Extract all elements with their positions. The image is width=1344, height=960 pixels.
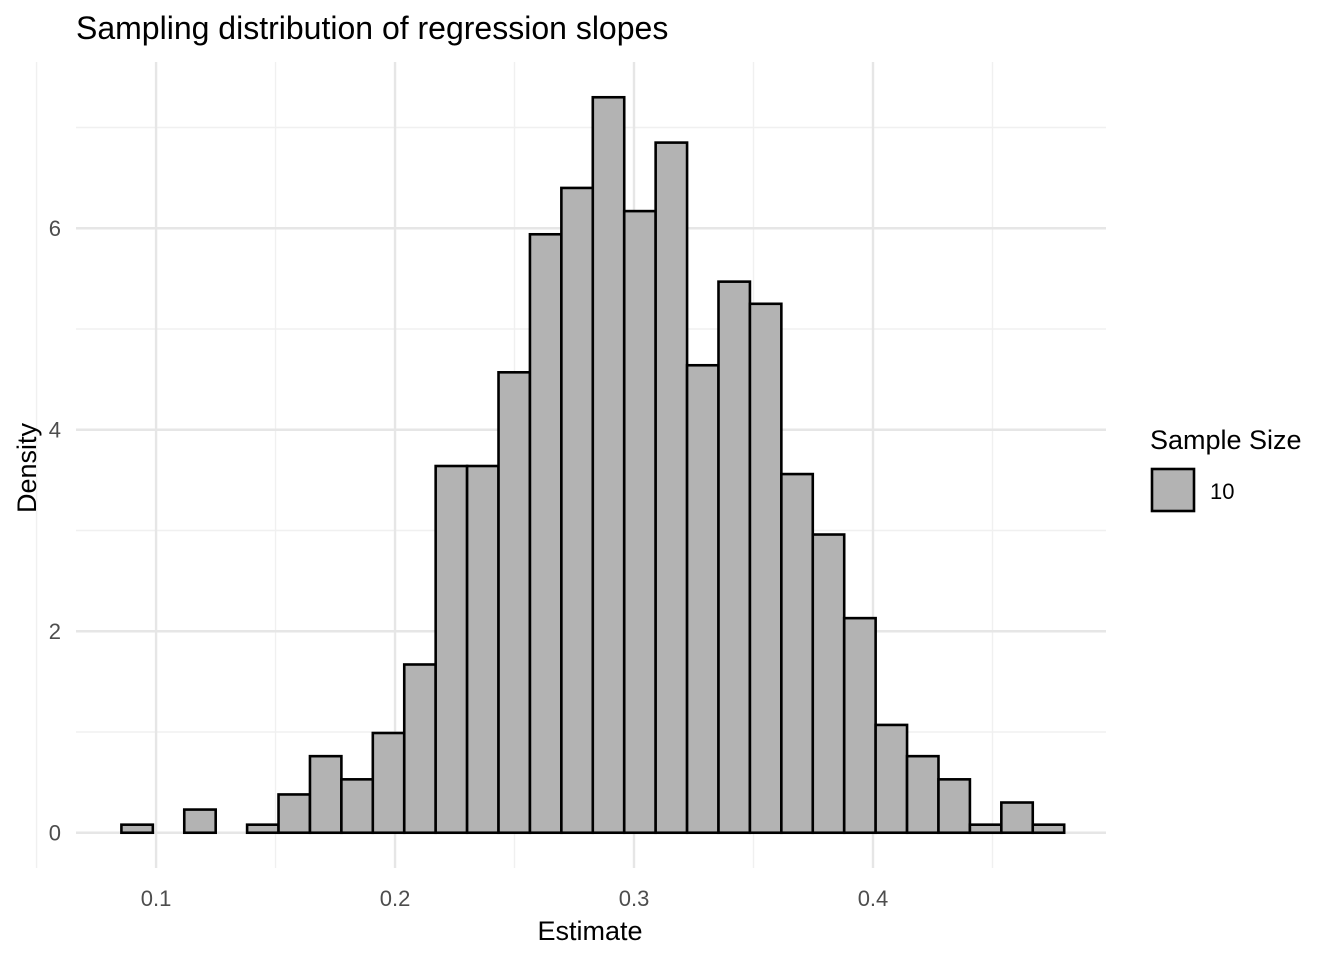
- x-axis-ticks: 0.1 0.2 0.3 0.4: [141, 886, 889, 911]
- y-tick-label: 0: [49, 821, 61, 846]
- histogram-bar: [402, 663, 437, 835]
- y-tick-label: 6: [49, 216, 61, 241]
- histogram-bar: [748, 302, 783, 835]
- x-tick-label: 0.3: [619, 886, 650, 911]
- legend-label: 10: [1210, 479, 1234, 504]
- chart-title: Sampling distribution of regression slop…: [76, 10, 668, 46]
- histogram-bar: [371, 731, 406, 835]
- histogram-bar: [622, 209, 657, 835]
- y-axis-title: Density: [12, 422, 42, 513]
- x-tick-label: 0.2: [380, 886, 411, 911]
- histogram-bar: [528, 232, 563, 835]
- histogram-bar: [465, 464, 500, 835]
- histogram-bar: [654, 141, 689, 835]
- histogram-bar: [968, 823, 1003, 835]
- histogram-bar: [842, 616, 877, 835]
- histogram-bars: [120, 95, 1066, 835]
- y-tick-label: 4: [49, 418, 61, 443]
- y-tick-label: 2: [49, 619, 61, 644]
- histogram-bar: [182, 808, 217, 835]
- histogram-bar: [811, 533, 846, 835]
- histogram-bar: [591, 95, 626, 835]
- histogram-bar: [874, 723, 909, 835]
- histogram-bar: [1031, 823, 1066, 835]
- x-axis-title: Estimate: [537, 916, 642, 946]
- x-tick-label: 0.1: [141, 886, 172, 911]
- legend-key: [1150, 467, 1196, 513]
- histogram-bar: [277, 793, 312, 835]
- histogram-bar: [560, 186, 595, 835]
- histogram-bar: [905, 754, 940, 835]
- histogram-bar: [780, 472, 815, 835]
- histogram-bar: [937, 778, 972, 835]
- histogram-bar: [434, 464, 469, 835]
- x-tick-label: 0.4: [858, 886, 889, 911]
- histogram-bar: [120, 823, 155, 835]
- legend: Sample Size 10: [1150, 425, 1302, 513]
- y-axis-ticks: 0 2 4 6: [49, 216, 61, 846]
- legend-title: Sample Size: [1150, 425, 1302, 455]
- histogram-bar: [717, 280, 752, 835]
- histogram-bar: [497, 371, 532, 835]
- histogram-bar: [685, 363, 720, 835]
- histogram-bar: [1000, 801, 1035, 835]
- histogram-bar: [308, 754, 343, 835]
- histogram-bar: [340, 778, 375, 835]
- histogram-bar: [245, 823, 280, 835]
